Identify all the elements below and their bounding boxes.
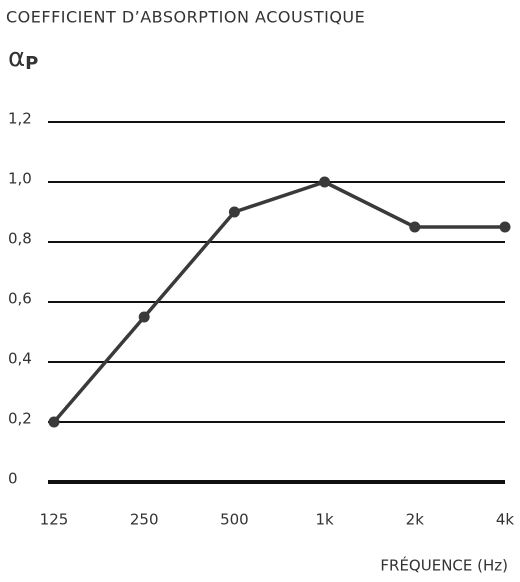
y-axis-symbol: α	[8, 43, 25, 73]
data-point	[48, 416, 60, 428]
data-line	[52, 180, 505, 424]
y-tick-label: 1,2	[8, 110, 32, 128]
data-point	[409, 221, 421, 233]
x-tick-label: 1k	[315, 511, 334, 529]
x-tick-label: 2k	[406, 511, 425, 529]
x-tick-label: 125	[40, 511, 69, 529]
data-point	[319, 176, 331, 188]
data-point	[138, 311, 150, 323]
x-tick-label: 250	[130, 511, 159, 529]
data-point	[228, 206, 240, 218]
y-tick-label: 0,4	[8, 350, 32, 368]
y-tick-label: 0,6	[8, 290, 32, 308]
y-tick-label: 0,8	[8, 230, 32, 248]
y-axis-label: αP	[8, 43, 38, 75]
data-point	[499, 221, 511, 233]
chart-title: COEFFICIENT D’ABSORPTION ACOUSTIQUE	[6, 8, 365, 27]
y-tick-label: 0	[8, 470, 18, 488]
y-tick-label: 1,0	[8, 170, 32, 188]
y-tick-label: 0,2	[8, 410, 32, 428]
x-tick-label: 4k	[496, 511, 515, 529]
x-axis-label: FRÉQUENCE (Hz)	[380, 556, 508, 575]
y-axis-subscript: P	[25, 53, 38, 74]
x-tick-label: 500	[220, 511, 249, 529]
